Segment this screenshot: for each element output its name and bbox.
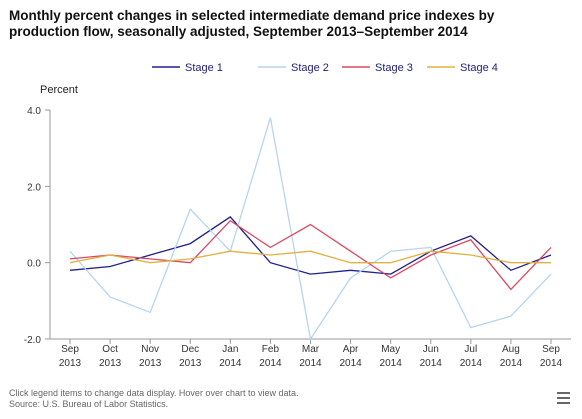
line-chart: Stage 1 Stage 2 Stage 3 Stage 4 Percent 4.0… [24,62,571,369]
y-tick-label: -2.0 [24,335,42,346]
x-tick-label: Jul 2014 [460,344,483,369]
x-tick-label: Sep 2014 [540,344,563,369]
y-tick-label: 2.0 [27,182,41,193]
x-tick-label: Nov 2013 [139,344,162,369]
series-line-stage-4[interactable] [69,250,551,264]
legend-item-stage-1[interactable]: Stage 1 [152,62,223,74]
legend-item-stage-3[interactable]: Stage 3 [342,62,413,74]
x-axis: Sep 2013 Oct 2013 Nov 2013 Dec 2013 Jan 2014 Feb 20… [50,338,571,369]
x-tick-label: Apr 2014 [339,344,362,369]
x-tick-label: Aug 2014 [500,344,523,369]
x-tick-label: Sep 2013 [59,344,82,369]
x-tick-label: Jun 2014 [420,344,443,369]
series-line-stage-3[interactable] [69,219,552,291]
legend-label: Stage 3 [375,62,413,74]
x-tick-label: Mar 2014 [299,344,322,369]
y-tick-label: 4.0 [27,106,41,117]
legend-item-stage-2[interactable]: Stage 2 [258,62,329,74]
footer-hint: Click legend items to change data displa… [9,388,299,398]
x-tick-label: May 2014 [380,344,403,369]
hamburger-menu-icon[interactable] [557,392,570,404]
legend-label: Stage 4 [460,62,498,74]
series-line-stage-1[interactable] [69,216,552,275]
x-tick-label: Jan 2014 [219,344,242,369]
x-tick-label: Oct 2013 [99,344,122,369]
chart-title: Monthly percent changes in selected inte… [9,8,495,39]
legend-item-stage-4[interactable]: Stage 4 [427,62,498,74]
series-layer [69,117,552,341]
y-tick-label: 0.0 [27,259,41,270]
series-line-stage-2[interactable] [69,117,552,341]
footer-source: Source: U.S. Bureau of Labor Statistics. [9,399,169,409]
legend: Stage 1 Stage 2 Stage 3 Stage 4 [152,62,498,74]
legend-label: Stage 2 [291,62,329,74]
y-axis: 4.0 2.0 0.0 -2.0 [24,106,51,346]
x-tick-label: Dec 2013 [179,344,202,369]
y-axis-label: Percent [40,84,78,96]
footer: Click legend items to change data displa… [9,388,298,410]
x-tick-label: Feb 2014 [259,344,282,369]
legend-label: Stage 1 [185,62,223,74]
